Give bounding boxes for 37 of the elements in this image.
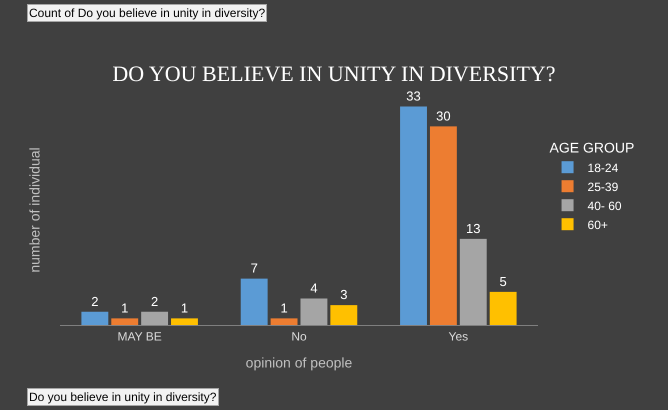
data-label: 2 (91, 294, 98, 309)
data-label: 13 (466, 220, 481, 236)
data-label: 1 (280, 300, 288, 316)
data-label: 3 (340, 287, 348, 302)
text: Do you believe in unity in diversity? (29, 390, 217, 404)
bar (490, 292, 517, 325)
bar (460, 238, 487, 325)
bar (270, 318, 298, 325)
data-label: 1 (121, 300, 128, 316)
x-tick-label: No (291, 329, 307, 344)
text: Count of Do you believe in unity in diversity? (29, 6, 266, 20)
data-label: 7 (250, 260, 258, 276)
bar (171, 318, 198, 325)
bar (400, 106, 427, 325)
bar (430, 126, 457, 325)
data-label: 2 (150, 294, 158, 309)
y-axis-title: number of individual (26, 147, 43, 273)
data-label: 33 (406, 88, 421, 104)
legend-label: 25-39 (588, 180, 619, 194)
bar (141, 312, 168, 325)
data-label: 30 (436, 108, 451, 124)
data-label: 4 (310, 280, 318, 296)
bar (81, 312, 108, 325)
x-tick-label: Yes (448, 329, 468, 344)
bar (111, 318, 138, 325)
data-label: 1 (180, 300, 188, 316)
legend-title: AGE GROUP (550, 140, 634, 156)
bar (330, 305, 358, 325)
legend-label: 40- 60 (588, 198, 622, 213)
legend-label: 18-24 (588, 160, 619, 175)
bar (240, 278, 268, 325)
x-tick-label: MAY BE (118, 329, 162, 344)
chart-title: DO YOU BELIEVE IN UNITY IN DIVERSITY? (112, 61, 556, 86)
x-axis-title: opinion of people (246, 354, 353, 371)
data-label: 5 (500, 274, 507, 289)
bar (300, 298, 328, 325)
legend-label: 60+ (588, 218, 608, 232)
